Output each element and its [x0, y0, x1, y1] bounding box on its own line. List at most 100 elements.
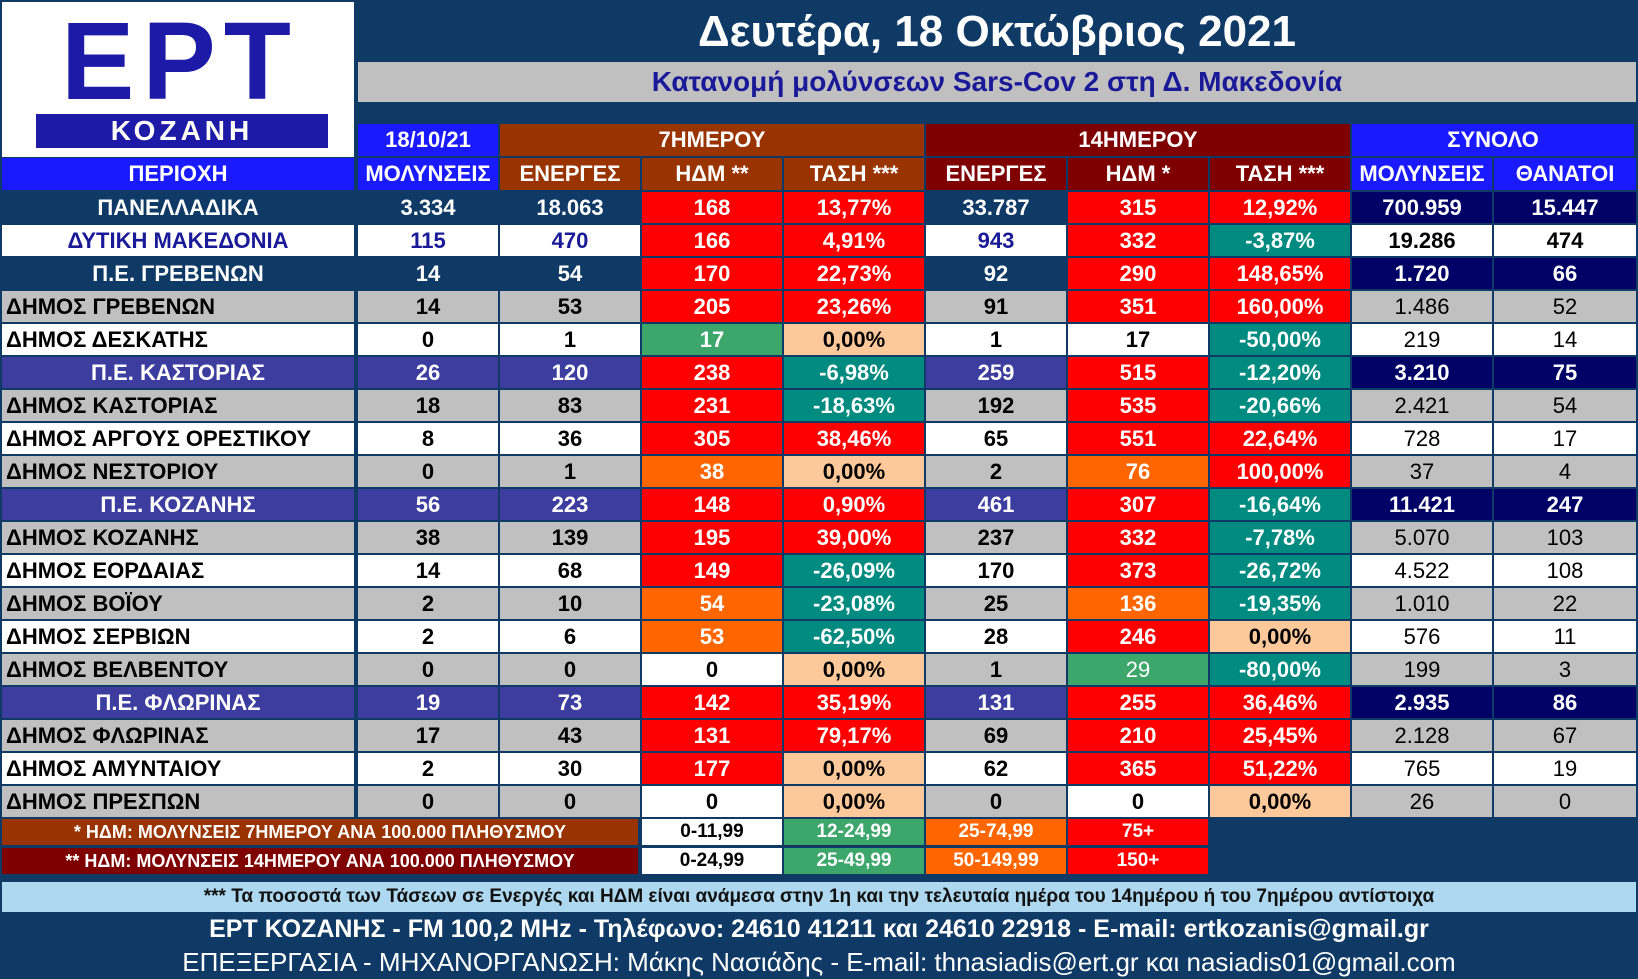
table-cell: 2.421 [1352, 390, 1492, 421]
table-cell: 470 [500, 225, 640, 256]
table-cell: 255 [1068, 687, 1208, 718]
table-cell: 36,46% [1210, 687, 1350, 718]
table-cell: 0 [1494, 786, 1636, 817]
table-cell: 26 [358, 357, 498, 388]
table-cell: 192 [926, 390, 1066, 421]
table-cell: 79,17% [784, 720, 924, 751]
legend-label: * ΗΔΜ: ΜΟΛΥΝΣΕΙΣ 7ΗΜΕΡΟΥ ΑΝΑ 100.000 ΠΛΗ… [2, 819, 638, 845]
table-cell: 17 [358, 720, 498, 751]
table-cell: 22 [1494, 588, 1636, 619]
table-cell: 170 [926, 555, 1066, 586]
table-cell: 0 [500, 786, 640, 817]
table-cell: 66 [1494, 258, 1636, 289]
table-cell: -20,66% [1210, 390, 1350, 421]
table-cell: 22,73% [784, 258, 924, 289]
table-cell: 14 [1494, 324, 1636, 355]
table-cell: 37 [1352, 456, 1492, 487]
table-cell: 305 [642, 423, 782, 454]
table-cell: 1.010 [1352, 588, 1492, 619]
table-cell: 2 [358, 588, 498, 619]
table-cell: 13,77% [784, 192, 924, 223]
legend-range: 75+ [1068, 819, 1208, 845]
table-cell: 6 [500, 621, 640, 652]
table-cell: 223 [500, 489, 640, 520]
table-cell: -18,63% [784, 390, 924, 421]
row-label: Π.Ε. ΓΡΕΒΕΝΩΝ [2, 258, 354, 289]
table-cell: 43 [500, 720, 640, 751]
row-label: ΔΗΜΟΣ ΑΜΥΝΤΑΙΟΥ [2, 753, 354, 784]
table-cell: 14 [358, 258, 498, 289]
table-cell: -3,87% [1210, 225, 1350, 256]
table-cell: 0,00% [784, 786, 924, 817]
table-cell: 73 [500, 687, 640, 718]
table-cell: 160,00% [1210, 291, 1350, 322]
table-cell: 56 [358, 489, 498, 520]
table-cell: 0 [642, 654, 782, 685]
logo-city: ΚΟΖΑΝΗ [36, 114, 328, 148]
table-cell: 4 [1494, 456, 1636, 487]
table-cell: 5.070 [1352, 522, 1492, 553]
logo-brand: ΕΡΤ [61, 0, 299, 123]
table-cell: 23,26% [784, 291, 924, 322]
table-cell: 365 [1068, 753, 1208, 784]
table-cell: -7,78% [1210, 522, 1350, 553]
table-cell: 943 [926, 225, 1066, 256]
row-label: ΔΗΜΟΣ ΚΟΖΑΝΗΣ [2, 522, 354, 553]
table-cell: 75 [1494, 357, 1636, 388]
row-label: ΔΗΜΟΣ ΒΕΛΒΕΝΤΟΥ [2, 654, 354, 685]
table-cell: 1 [926, 654, 1066, 685]
table-cell: -50,00% [1210, 324, 1350, 355]
row-label: Π.Ε. ΚΑΣΤΟΡΙΑΣ [2, 357, 354, 388]
group-header-total: ΣΥΝΟΛΟ [1352, 124, 1634, 156]
legend-range: 25-49,99 [784, 848, 924, 874]
table-cell: -23,08% [784, 588, 924, 619]
row-label: ΔΗΜΟΣ ΕΟΡΔΑΙΑΣ [2, 555, 354, 586]
table-cell: -62,50% [784, 621, 924, 652]
table-cell: 3.210 [1352, 357, 1492, 388]
table-cell: 551 [1068, 423, 1208, 454]
table-cell: 17 [1494, 423, 1636, 454]
table-cell: 170 [642, 258, 782, 289]
table-cell: 30 [500, 753, 640, 784]
row-label: Π.Ε. ΚΟΖΑΝΗΣ [2, 489, 354, 520]
legend-range: 0-11,99 [642, 819, 782, 845]
row-label: ΔΥΤΙΚΗ ΜΑΚΕΔΟΝΙΑ [2, 225, 354, 256]
table-cell: 728 [1352, 423, 1492, 454]
table-cell: 0 [642, 786, 782, 817]
column-header-9: ΘΑΝΑΤΟΙ [1494, 158, 1636, 190]
legend-range: 12-24,99 [784, 819, 924, 845]
table-cell: 91 [926, 291, 1066, 322]
table-cell: -26,72% [1210, 555, 1350, 586]
table-cell: 17 [1068, 324, 1208, 355]
table-cell: 11 [1494, 621, 1636, 652]
table-cell: 54 [642, 588, 782, 619]
table-cell: 131 [926, 687, 1066, 718]
table-cell: 474 [1494, 225, 1636, 256]
table-cell: 92 [926, 258, 1066, 289]
table-cell: 0,00% [1210, 621, 1350, 652]
table-cell: 177 [642, 753, 782, 784]
table-cell: 2 [358, 753, 498, 784]
table-cell: 246 [1068, 621, 1208, 652]
table-cell: 290 [1068, 258, 1208, 289]
table-cell: 2 [358, 621, 498, 652]
table-cell: 62 [926, 753, 1066, 784]
table-cell: 53 [642, 621, 782, 652]
table-cell: 195 [642, 522, 782, 553]
legend-label: ** ΗΔΜ: ΜΟΛΥΝΣΕΙΣ 14ΗΜΕΡΟΥ ΑΝΑ 100.000 Π… [2, 848, 638, 874]
table-cell: 0,00% [784, 324, 924, 355]
page-title-date: Δευτέρα, 18 Οκτώβριος 2021 [698, 7, 1296, 56]
table-cell: 53 [500, 291, 640, 322]
table-cell: 11.421 [1352, 489, 1492, 520]
column-header-5: ΕΝΕΡΓΕΣ [926, 158, 1066, 190]
page-subtitle: Κατανομή μολύνσεων Sars-Cov 2 στη Δ. Μακ… [358, 62, 1636, 102]
row-label: Π.Ε. ΦΛΩΡΙΝΑΣ [2, 687, 354, 718]
row-label: ΔΗΜΟΣ ΔΕΣΚΑΤΗΣ [2, 324, 354, 355]
table-cell: 373 [1068, 555, 1208, 586]
table-cell: 0 [358, 786, 498, 817]
row-label: ΔΗΜΟΣ ΦΛΩΡΙΝΑΣ [2, 720, 354, 751]
table-cell: 148,65% [1210, 258, 1350, 289]
table-cell: 4.522 [1352, 555, 1492, 586]
table-cell: -26,09% [784, 555, 924, 586]
